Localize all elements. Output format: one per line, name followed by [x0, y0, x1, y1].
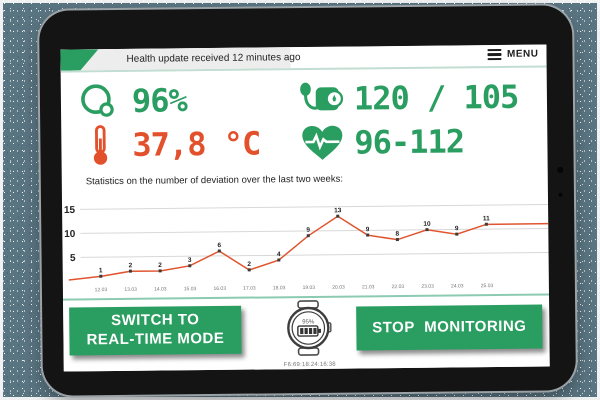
svg-text:20.03: 20.03: [332, 285, 345, 291]
svg-text:25.03: 25.03: [481, 283, 494, 289]
svg-text:19.03: 19.03: [303, 285, 316, 291]
svg-text:11: 11: [483, 215, 490, 222]
tablet-camera-icon: [555, 165, 565, 175]
svg-text:10: 10: [64, 229, 76, 240]
heart-pulse-icon: [299, 124, 345, 162]
switch-to-realtime-button[interactable]: SWITCH TO REAL-TIME MODE: [69, 305, 242, 356]
svg-text:16.03: 16.03: [213, 286, 226, 292]
pulse-stat: 96-112: [299, 122, 464, 162]
health-update-status: Health update received 12 minutes ago: [126, 52, 301, 65]
menu-button[interactable]: MENU: [486, 48, 539, 61]
smartwatch-battery-icon: 95%: [287, 300, 332, 356]
svg-text:15: 15: [64, 205, 76, 216]
footer-controls: SWITCH TO REAL-TIME MODE 95%: [63, 293, 550, 372]
tablet-sensor-icon: [558, 213, 563, 218]
svg-text:2: 2: [158, 262, 162, 269]
tablet-camera-icon: [556, 191, 564, 199]
watch-battery-percent: 95%: [302, 319, 315, 325]
stop-button-label: STOP MONITORING: [372, 317, 527, 336]
blood-pressure-value: 120 / 105: [353, 77, 519, 118]
blood-pressure-monitor-icon: [299, 81, 345, 117]
svg-text:10: 10: [423, 221, 431, 228]
switch-button-line2: REAL-TIME MODE: [86, 329, 225, 349]
svg-text:9: 9: [306, 227, 310, 234]
svg-text:4: 4: [277, 251, 281, 258]
menu-label: MENU: [506, 48, 539, 60]
svg-text:21.03: 21.03: [362, 284, 375, 290]
svg-text:6: 6: [217, 242, 221, 249]
svg-text:13.03: 13.03: [124, 287, 137, 293]
svg-text:13: 13: [334, 207, 342, 214]
deviation-line-chart: 5 10 15 1 12.03 2 13.03 2 14.03 3 15.03 6 16.03 2 17.0…: [64, 203, 549, 293]
svg-text:15.03: 15.03: [184, 286, 197, 292]
chart-caption: Statistics on the number of deviation ov…: [85, 173, 344, 188]
stop-monitoring-button[interactable]: STOP MONITORING: [356, 304, 543, 351]
svg-text:22.03: 22.03: [392, 284, 405, 290]
svg-text:3: 3: [188, 257, 192, 264]
svg-text:12.03: 12.03: [95, 287, 108, 293]
oxygen-stat: 96%: [77, 80, 299, 120]
svg-text:1: 1: [99, 267, 103, 274]
svg-text:8: 8: [396, 231, 400, 238]
thermometer-icon: [77, 124, 123, 166]
app-screen: Health update received 12 minutes ago ME…: [60, 44, 550, 372]
pulse-value: 96-112: [354, 122, 465, 162]
svg-text:2: 2: [247, 261, 251, 268]
switch-button-line1: SWITCH TO: [110, 311, 200, 330]
oxygen-value: 96%: [131, 81, 187, 120]
svg-text:9: 9: [455, 225, 459, 232]
watch-device-id: F6:69:18:24:16:38: [283, 361, 336, 369]
svg-text:2: 2: [129, 262, 133, 269]
vitals-panel: 96% 120: [61, 67, 548, 167]
svg-text:5: 5: [70, 253, 76, 264]
temperature-value: 37,8 °C: [132, 124, 261, 164]
tablet-device: Health update received 12 minutes ago ME…: [38, 5, 577, 396]
svg-text:17.03: 17.03: [243, 286, 256, 292]
oxygen-saturation-icon: [77, 82, 123, 120]
temperature-stat: 37,8 °C: [77, 122, 299, 166]
deviation-chart-wrap: 5 10 15 1 12.03 2 13.03 2 14.03 3 15.03 6 16.03 2 17.0…: [62, 190, 549, 296]
svg-text:18.03: 18.03: [273, 285, 286, 291]
svg-text:24.03: 24.03: [451, 283, 464, 289]
svg-text:9: 9: [366, 226, 370, 233]
hamburger-icon: [486, 48, 502, 61]
watch-status: 95% F6:69:18:24:16:38: [283, 300, 336, 369]
blood-pressure-stat: 120 / 105: [299, 78, 519, 118]
svg-text:23.03: 23.03: [421, 284, 434, 290]
svg-text:14.03: 14.03: [154, 286, 167, 292]
